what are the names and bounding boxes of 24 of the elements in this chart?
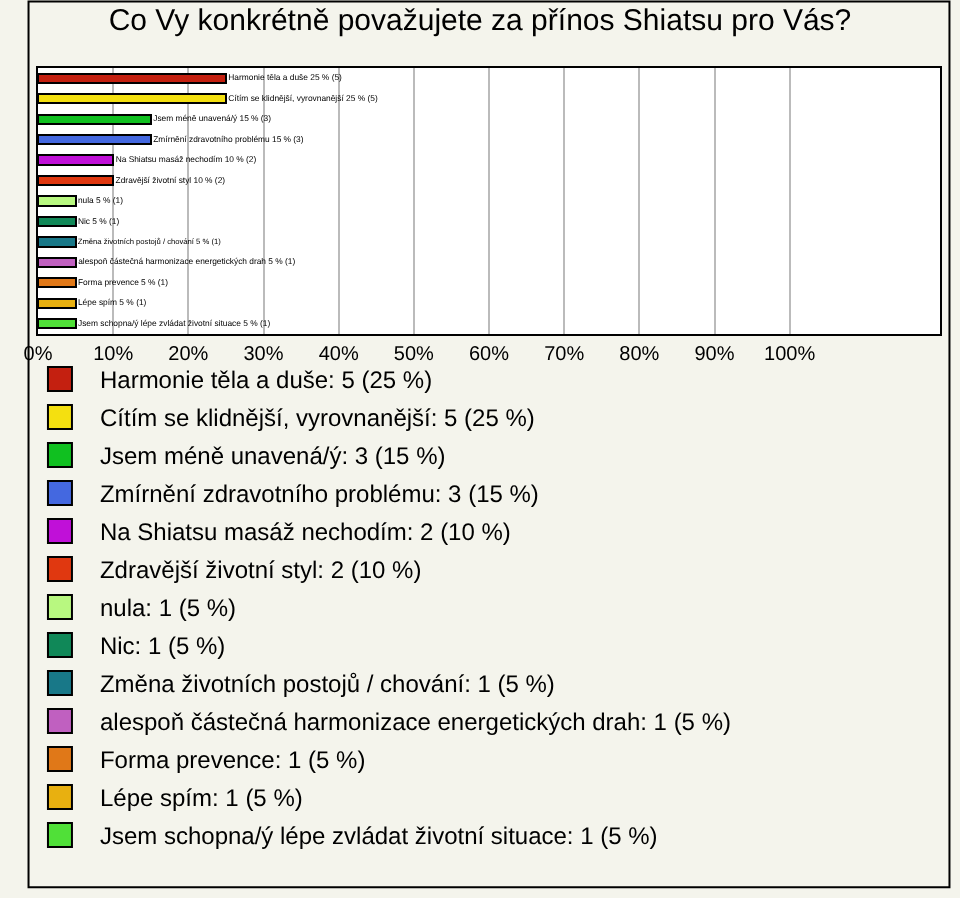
- x-tick-label: 80%: [619, 344, 660, 366]
- legend-label: Harmonie těla a duše: 5 (25 %): [99, 366, 433, 395]
- legend-label: Lépe spím: 1 (5 %): [99, 784, 303, 813]
- x-tick-label: 40%: [318, 344, 359, 366]
- x-tick-label: 10%: [93, 344, 134, 366]
- x-tick-label: 50%: [393, 344, 435, 366]
- x-tick-label: 70%: [544, 344, 585, 366]
- legend-label: Nic: 1 (5 %): [99, 632, 226, 661]
- x-tick-label: 30%: [243, 344, 284, 366]
- legend-label: nula: 1 (5 %): [99, 594, 237, 623]
- x-tick-label: 100%: [764, 344, 816, 366]
- legend-label: Zdravější životní styl: 2 (10 %): [99, 556, 422, 585]
- chart-title: Co Vy konkrétně považujete za přínos Shiatsu pro Vás?: [108, 3, 852, 38]
- legend-label: Jsem méně unavená/ý: 3 (15 %): [99, 442, 446, 471]
- x-tick-label: 20%: [168, 344, 209, 366]
- legend-label: Forma prevence: 1 (5 %): [99, 746, 366, 775]
- legend-label: Cítím se klidnější, vyrovnanější: 5 (25 %): [99, 404, 535, 433]
- x-tick-label: 60%: [468, 344, 510, 366]
- legend-label: Změna životních postojů / chování: 1 (5 %): [99, 670, 555, 699]
- legend-label: alespoň částečná harmonizace energetických drah: 1 (5 %): [99, 708, 731, 737]
- legend-label: Zmírnění zdravotního problému: 3 (15 %): [99, 480, 539, 509]
- legend-label: Jsem schopna/ý lépe zvládat životní situace: 1 (5 %): [99, 822, 658, 851]
- x-tick-label: 90%: [694, 344, 735, 366]
- legend-label: Na Shiatsu masáž nechodím: 2 (10 %): [99, 518, 511, 547]
